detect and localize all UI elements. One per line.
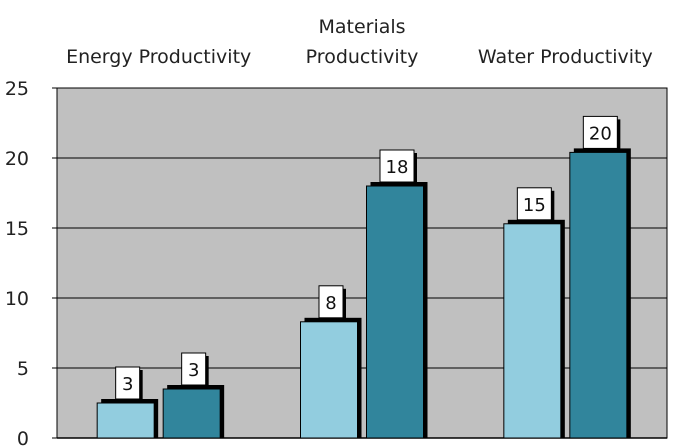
- category-labels: Energy Productivity Materials Productivity…: [66, 16, 653, 68]
- bar: [300, 321, 358, 439]
- plot-area: [56, 87, 668, 439]
- y-axis: 0 5 10 15 20 25: [5, 78, 667, 446]
- y-tick-label: 0: [17, 428, 29, 446]
- data-label: 8: [325, 293, 336, 314]
- gridlines: [57, 157, 667, 369]
- category-label: Materials: [318, 16, 405, 38]
- data-label: 20: [589, 123, 612, 144]
- y-tick-label: 20: [5, 148, 29, 170]
- data-label: 3: [122, 374, 133, 395]
- data-label-box: [181, 352, 207, 386]
- category-label: Water Productivity: [478, 46, 653, 68]
- y-tick-label: 25: [5, 78, 29, 100]
- y-tick-label: 15: [5, 218, 29, 240]
- data-label: 15: [523, 195, 546, 216]
- bars: [96, 148, 631, 439]
- data-label-box: [318, 285, 344, 319]
- bar: [366, 185, 424, 439]
- y-tick-label: 10: [5, 288, 29, 310]
- data-label-box: [115, 366, 141, 400]
- y-tick-label: 5: [17, 358, 29, 380]
- plot-background: [56, 87, 668, 439]
- bar: [96, 402, 155, 439]
- bar: [569, 151, 628, 439]
- category-label: Energy Productivity: [66, 46, 251, 68]
- data-label-box: [516, 187, 552, 221]
- data-label-box: [582, 115, 618, 149]
- bar: [162, 388, 221, 439]
- data-labels: 3 3 8 18 15 20: [115, 115, 621, 402]
- bar: [503, 223, 562, 439]
- data-label-box: [379, 149, 415, 183]
- data-label: 18: [386, 157, 409, 178]
- data-label: 3: [188, 360, 199, 381]
- category-label: Productivity: [306, 46, 419, 68]
